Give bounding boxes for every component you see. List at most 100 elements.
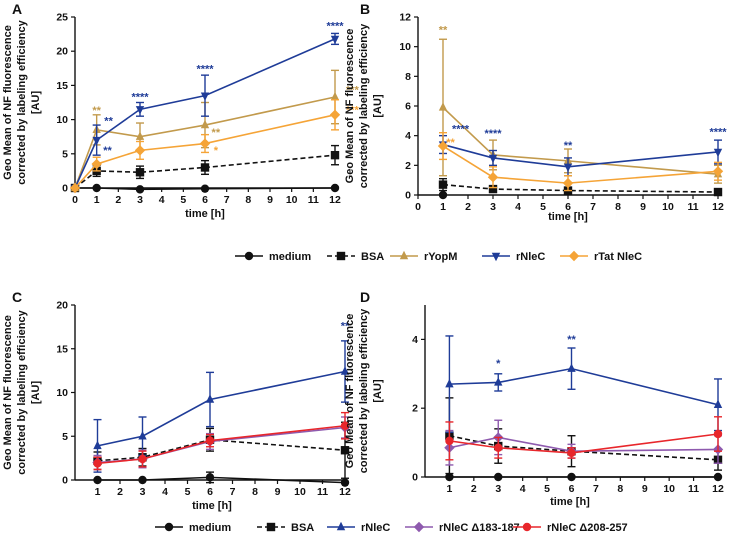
legend-item: BSA [327, 251, 384, 263]
data-point [340, 366, 350, 375]
data-point [92, 183, 101, 193]
legend-marker [522, 522, 532, 532]
data-point [330, 35, 340, 45]
y-axis-label: Geo Mean of NF fluorescence [2, 25, 14, 180]
series-line [442, 106, 719, 176]
x-tick-label: 9 [640, 201, 646, 213]
legend-marker [413, 521, 425, 533]
y-tick-label: 2 [405, 160, 411, 172]
x-tick-label: 8 [245, 194, 251, 206]
data-point [205, 394, 215, 403]
y-axis-label: [AU] [372, 94, 384, 118]
data-point [340, 478, 350, 487]
y-axis-label: [AU] [372, 379, 384, 403]
x-axis-label: time [h] [548, 211, 588, 223]
significance-label: *** [346, 85, 360, 97]
significance-label: *** [346, 104, 360, 116]
data-point [205, 436, 215, 445]
series-medium [93, 471, 350, 487]
x-tick-label: 6 [565, 201, 571, 213]
legend-item: rTat NleC [560, 250, 642, 263]
significance-label: ** [564, 140, 573, 152]
y-axis-label: Geo Mean of NF fluorescence [2, 315, 14, 470]
data-point [135, 106, 145, 115]
data-point [438, 102, 448, 111]
series-bsa [438, 177, 723, 197]
y-tick-label: 6 [405, 101, 411, 113]
y-tick-label: 15 [56, 343, 68, 355]
y-tick-label: 25 [56, 12, 68, 24]
legend-marker [336, 521, 346, 531]
significance-label: ** [439, 24, 448, 36]
legend-item: medium [235, 251, 311, 263]
x-tick-label: 6 [569, 483, 575, 495]
series-bsa [445, 397, 723, 475]
significance-label: **** [709, 127, 727, 139]
data-point [340, 421, 350, 430]
y-axis-label: corrected by labeling efficiency [358, 23, 370, 188]
significance-label: * [138, 135, 143, 147]
y-axis-label: corrected by labeling efficiency [16, 309, 28, 474]
legend-marker [266, 522, 276, 532]
legend-label: medium [269, 251, 311, 263]
legend-label: rTat NleC [594, 251, 642, 263]
data-point [487, 172, 499, 183]
significance-label: ** [92, 105, 101, 117]
data-point [205, 473, 215, 482]
data-point [712, 166, 724, 177]
series-rNleC_d208 [93, 411, 350, 471]
y-tick-label: 10 [56, 114, 68, 126]
x-axis-label: time [h] [550, 496, 590, 508]
data-point [488, 154, 498, 164]
data-point [567, 472, 576, 482]
panel-label: D [360, 289, 370, 305]
x-tick-label: 9 [275, 486, 281, 498]
legend-item: medium [155, 522, 231, 534]
x-tick-label: 1 [446, 483, 452, 495]
y-axis-label: corrected by labeling efficiency [358, 308, 370, 473]
x-axis-label: time [h] [185, 208, 225, 220]
y-tick-label: 12 [399, 12, 411, 24]
data-point [494, 377, 503, 386]
x-tick-label: 4 [159, 194, 165, 206]
legend-marker [164, 522, 174, 532]
x-tick-label: 5 [180, 194, 186, 206]
x-tick-label: 3 [140, 486, 146, 498]
significance-label: * [214, 145, 219, 157]
x-tick-label: 11 [308, 194, 319, 206]
x-tick-label: 10 [286, 194, 298, 206]
x-tick-label: 1 [94, 194, 100, 206]
data-point [91, 158, 102, 170]
data-point [330, 91, 340, 101]
y-tick-label: 10 [56, 387, 68, 399]
x-tick-label: 8 [615, 201, 621, 213]
y-axis-label: [AU] [30, 381, 42, 405]
legend-label: medium [189, 522, 231, 534]
y-tick-label: 20 [56, 300, 68, 312]
significance-label: **** [452, 124, 470, 136]
data-point [445, 378, 454, 388]
y-tick-label: 0 [412, 472, 418, 484]
series-rTatNleC [437, 131, 724, 192]
series-rYopM [438, 38, 723, 184]
x-tick-label: 10 [294, 486, 306, 498]
y-tick-label: 4 [412, 334, 418, 346]
x-tick-label: 10 [663, 483, 675, 495]
series-line [449, 434, 719, 461]
x-tick-label: 9 [267, 194, 273, 206]
x-tick-label: 8 [252, 486, 258, 498]
legend-item: rNleC Δ183-187 [405, 521, 520, 534]
x-tick-label: 5 [544, 483, 550, 495]
legend-item: BSA [257, 522, 314, 534]
legend-item: rNleC [327, 521, 390, 534]
legend-label: rNleC [516, 251, 545, 263]
significance-label: **** [131, 91, 149, 103]
x-tick-label: 7 [224, 194, 230, 206]
data-point [330, 150, 340, 160]
x-tick-label: 2 [117, 486, 123, 498]
data-point [488, 184, 498, 194]
x-tick-label: 3 [495, 483, 501, 495]
data-point [135, 131, 145, 140]
